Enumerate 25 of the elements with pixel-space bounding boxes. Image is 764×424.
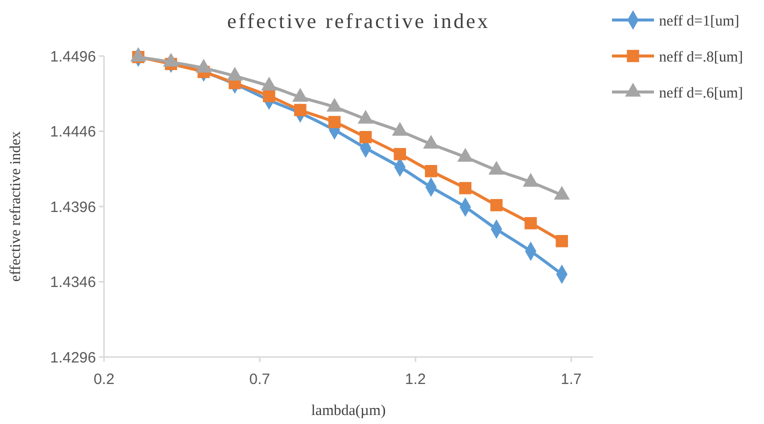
point: [294, 104, 306, 116]
legend-label: neff d=1[um]: [659, 13, 740, 30]
chart-title: effective refractive index: [227, 9, 490, 33]
y-tick-label: 1.4396: [50, 198, 96, 216]
legend-label: neff d=.6[um]: [659, 85, 743, 102]
point: [394, 148, 406, 160]
y-axis-title: effective refractive index: [8, 130, 24, 282]
x-axis-title: lambda(µm): [311, 403, 386, 419]
y-tick-label: 1.4446: [50, 124, 96, 140]
legend-label: neff d=.8[um]: [659, 49, 743, 66]
point: [524, 217, 537, 230]
point: [490, 199, 503, 212]
point: [360, 130, 372, 144]
point: [424, 165, 438, 178]
point: [556, 234, 568, 248]
y-tick-label: 1.4296: [50, 349, 96, 366]
point: [328, 116, 341, 128]
y-tick-label: 1.4496: [50, 48, 96, 66]
x-tick-label: 1.2: [405, 371, 426, 388]
x-tick-label: 0.7: [249, 371, 270, 388]
point: [459, 182, 472, 194]
y-tick-label: 1.4346: [50, 274, 96, 291]
x-tick-label: 0.2: [94, 371, 114, 388]
point: [262, 90, 276, 102]
x-tick-label: 1.7: [560, 371, 582, 388]
